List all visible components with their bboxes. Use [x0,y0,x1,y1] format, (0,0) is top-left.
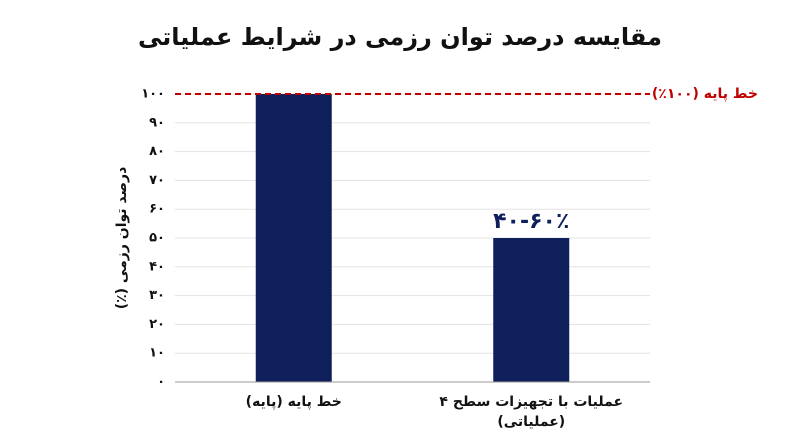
y-tick-label: ۴۰ [149,259,165,274]
value-label: ۴۰-۶۰٪ [493,209,569,234]
y-tick-label: ۸۰ [149,144,165,159]
y-tick-label: ۶۰ [149,202,165,217]
bar [493,238,570,382]
bar [255,94,332,382]
x-tick-label: خط پایه (پایه) [246,394,342,410]
x-tick-label: عملیات با تجهیزات سطح ۴ (عملیاتی) [439,394,623,430]
y-tick-label: ۰ [157,375,165,390]
y-tick-label: ۳۰ [149,288,165,303]
y-axis-label: درصد توان رزمی (٪) [114,167,130,310]
reference-label: خط پایه (۱۰۰٪) [652,86,758,102]
y-tick-label: ۱۰ [149,346,165,361]
chart-title: مقایسه درصد توان رزمی در شرایط عملیاتی [138,23,662,51]
y-tick-label: ۲۰ [149,317,165,332]
y-tick-label: ۷۰ [149,173,165,188]
y-tick-label: ۹۰ [149,115,165,130]
y-tick-label: ۵۰ [149,231,165,246]
y-tick-label: ۱۰۰ [141,87,165,102]
